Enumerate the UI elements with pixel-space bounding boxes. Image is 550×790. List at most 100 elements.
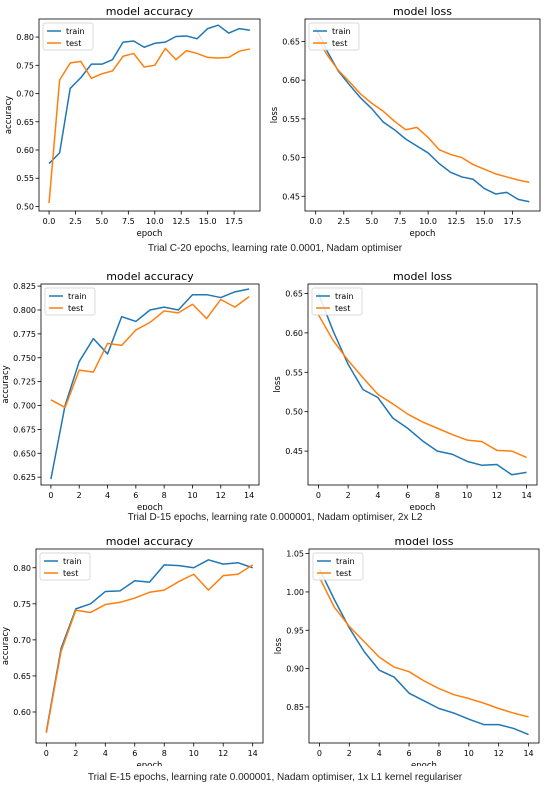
legend-label-train: train bbox=[66, 27, 85, 36]
y-axis-label: loss bbox=[270, 106, 280, 123]
y-tick-label: 0.65 bbox=[16, 118, 34, 127]
x-tick-label: 7.5 bbox=[394, 217, 407, 226]
legend-label-test: test bbox=[336, 569, 351, 578]
x-tick-label: 12.5 bbox=[172, 217, 190, 226]
x-axis-label: epoch bbox=[411, 761, 437, 766]
x-tick-label: 4 bbox=[103, 749, 108, 758]
x-tick-label: 0.0 bbox=[309, 217, 322, 226]
x-tick-label: 4 bbox=[375, 491, 380, 500]
legend-label-train: train bbox=[336, 557, 355, 566]
y-axis-label: accuracy bbox=[1, 365, 11, 403]
x-tick-label: 14 bbox=[244, 491, 254, 500]
y-axis-label: loss bbox=[274, 637, 284, 654]
y-tick-label: 0.80 bbox=[16, 33, 34, 42]
x-tick-label: 10 bbox=[464, 749, 474, 758]
y-tick-label: 1.00 bbox=[286, 588, 304, 597]
y-tick-label: 0.55 bbox=[282, 115, 300, 124]
y-tick-label: 0.80 bbox=[13, 564, 31, 573]
series-line-test bbox=[318, 577, 529, 718]
x-tick-label: 4 bbox=[105, 491, 110, 500]
x-tick-label: 2 bbox=[346, 491, 351, 500]
x-tick-label: 4 bbox=[377, 749, 382, 758]
y-tick-label: 0.75 bbox=[13, 600, 31, 609]
x-tick-label: 6 bbox=[407, 749, 412, 758]
series-line-train bbox=[317, 293, 527, 476]
x-axis-label: epoch bbox=[410, 229, 436, 239]
x-tick-label: 10.0 bbox=[146, 217, 164, 226]
y-tick-label: 0.800 bbox=[13, 306, 36, 315]
trial-e-panel: model accuracy 0 2 4 6 8 10 12 14 0.60 0.65 0.70 0.7… bbox=[1, 538, 540, 766]
y-tick-label: 0.750 bbox=[13, 354, 36, 363]
y-tick-label: 0.825 bbox=[13, 282, 36, 291]
plot-frame bbox=[35, 548, 264, 744]
y-axis-label: accuracy bbox=[4, 96, 14, 134]
x-tick-label: 10 bbox=[187, 491, 197, 500]
x-tick-label: 2 bbox=[77, 491, 82, 500]
y-axis-label: accuracy bbox=[1, 627, 11, 665]
x-tick-label: 17.5 bbox=[225, 217, 243, 226]
legend-label-test: test bbox=[332, 39, 347, 48]
x-tick-label: 2 bbox=[347, 749, 352, 758]
legend-label-train: train bbox=[332, 27, 351, 36]
x-tick-label: 8 bbox=[162, 491, 167, 500]
y-tick-label: 0.60 bbox=[282, 76, 300, 85]
plot-frame bbox=[40, 283, 260, 486]
x-axis-label: epoch bbox=[137, 761, 163, 766]
x-tick-label: 14 bbox=[248, 749, 258, 758]
y-tick-label: 0.650 bbox=[13, 449, 36, 458]
x-tick-label: 0.0 bbox=[43, 217, 56, 226]
chart-title: model loss bbox=[393, 270, 452, 283]
y-tick-label: 0.65 bbox=[13, 672, 31, 681]
legend-label-test: test bbox=[335, 304, 350, 313]
series-line-test bbox=[315, 35, 530, 184]
chart-title: model loss bbox=[393, 5, 452, 18]
y-tick-label: 0.75 bbox=[16, 61, 34, 70]
x-tick-label: 2.5 bbox=[337, 217, 350, 226]
chart-trial-d-loss: model loss 0 2 4 6 8 10 12 14 0.45 0.50 0.55 0.60 0.6… bbox=[273, 270, 538, 510]
legend-label-train: train bbox=[68, 292, 87, 301]
chart-title: model accuracy bbox=[106, 270, 194, 283]
legend-label-test: test bbox=[66, 39, 81, 48]
x-tick-label: 14 bbox=[523, 749, 533, 758]
x-tick-label: 10.0 bbox=[419, 217, 437, 226]
chart-trial-e-accuracy: model accuracy 0 2 4 6 8 10 12 14 0.60 0.65 0.70 0.7… bbox=[1, 538, 264, 766]
y-tick-label: 0.85 bbox=[286, 703, 304, 712]
x-tick-label: 8 bbox=[435, 491, 440, 500]
chart-trial-c-accuracy: model accuracy 0.0 2.5 5.0 7.5 10.0 12.5 15.0 17… bbox=[4, 5, 261, 239]
series-line-test bbox=[48, 47, 251, 204]
x-tick-label: 0 bbox=[48, 491, 53, 500]
x-tick-label: 12.5 bbox=[447, 217, 465, 226]
x-tick-label: 10 bbox=[189, 749, 199, 758]
y-tick-label: 0.50 bbox=[282, 154, 300, 163]
chart-trial-e-loss: model loss 0 2 4 6 8 10 12 14 0.85 0.90 0.95 1.00 1.0… bbox=[274, 538, 540, 766]
caption-trial-c: Trial C-20 epochs, learning rate 0.0001,… bbox=[147, 243, 403, 254]
y-tick-label: 0.55 bbox=[285, 368, 303, 377]
caption-trial-d: Trial D-15 epochs, learning rate 0.00000… bbox=[127, 512, 423, 523]
x-tick-label: 12 bbox=[218, 749, 228, 758]
y-tick-label: 0.70 bbox=[16, 90, 34, 99]
y-tick-label: 0.90 bbox=[286, 665, 304, 674]
chart-title: model accuracy bbox=[106, 538, 194, 548]
x-tick-label: 17.5 bbox=[504, 217, 522, 226]
plot-frame bbox=[304, 18, 541, 212]
x-tick-label: 2 bbox=[73, 749, 78, 758]
y-tick-label: 0.65 bbox=[282, 37, 300, 46]
chart-title: model loss bbox=[395, 538, 454, 548]
y-tick-label: 0.675 bbox=[13, 425, 36, 434]
x-tick-label: 0 bbox=[316, 491, 321, 500]
x-tick-label: 15.0 bbox=[475, 217, 493, 226]
series-line-test bbox=[317, 314, 527, 459]
y-tick-label: 0.60 bbox=[13, 708, 31, 717]
x-tick-label: 12 bbox=[216, 491, 226, 500]
plot-frame bbox=[307, 283, 538, 486]
y-tick-label: 0.45 bbox=[282, 192, 300, 201]
x-tick-label: 2.5 bbox=[69, 217, 82, 226]
x-tick-label: 10 bbox=[462, 491, 472, 500]
legend-label-test: test bbox=[68, 304, 83, 313]
x-tick-label: 6 bbox=[405, 491, 410, 500]
x-tick-label: 5.0 bbox=[96, 217, 109, 226]
trial-c-panel: model accuracy 0.0 2.5 5.0 7.5 10.0 12.5 15.0 17… bbox=[4, 5, 541, 239]
x-tick-label: 5.0 bbox=[366, 217, 379, 226]
